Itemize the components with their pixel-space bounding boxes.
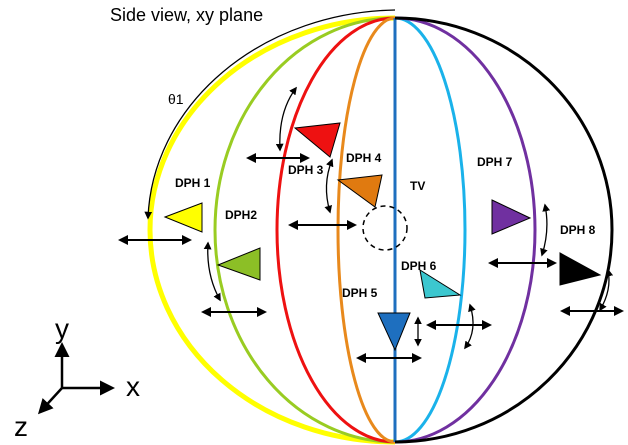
tv-circle [362, 205, 408, 251]
meridian-purple [394, 16, 537, 444]
speaker [216, 247, 261, 281]
speaker [293, 122, 341, 158]
speaker [336, 174, 383, 208]
axis-z [37, 387, 63, 415]
axis-label: y [55, 313, 69, 344]
speaker [377, 312, 411, 352]
theta-arc [144, 9, 396, 220]
speaker-label: DPH2 [225, 208, 257, 222]
speaker-label: DPH 1 [175, 176, 211, 190]
speaker-label: DPH 7 [477, 155, 513, 169]
title: Side view, xy plane [110, 5, 263, 25]
arrow [324, 158, 334, 214]
arrow [599, 268, 614, 312]
arrows [118, 86, 624, 363]
speaker-label: DPH 3 [288, 163, 324, 177]
meridian-red [275, 16, 396, 444]
speaker [163, 202, 203, 233]
axes [37, 342, 115, 415]
speaker-label: DPH 4 [346, 151, 382, 165]
speaker [419, 268, 462, 299]
meridian-lightblue [394, 16, 467, 444]
arrow [203, 241, 221, 302]
speaker-label: DPH 6 [401, 259, 437, 273]
speakers [163, 122, 602, 352]
speaker [491, 199, 532, 235]
speaker-label: DPH 8 [560, 223, 596, 237]
speaker [559, 252, 602, 286]
arrow [464, 303, 476, 350]
meridian-orange [336, 16, 396, 444]
meridians [147, 15, 614, 445]
meridian-green [213, 16, 396, 444]
speaker-label: DPH 5 [342, 286, 378, 300]
axis-label: x [126, 371, 140, 402]
arrow [275, 86, 297, 152]
axis-label: z [14, 411, 28, 442]
center-label: TV [410, 179, 425, 193]
meridian-black [394, 16, 614, 444]
arrow [540, 203, 551, 257]
meridian-yellow [147, 15, 396, 445]
angle-label: θ1 [168, 91, 184, 107]
